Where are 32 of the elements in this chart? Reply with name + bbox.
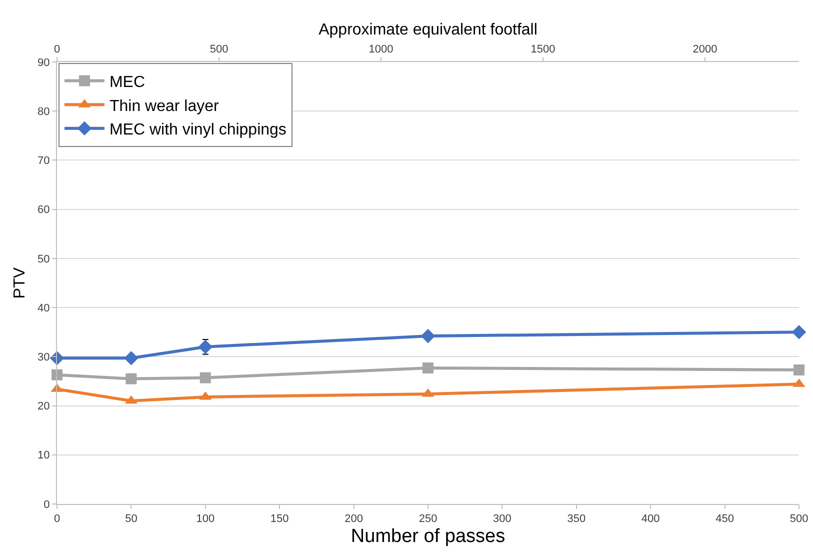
x2-tick-label: 1000 xyxy=(368,44,394,56)
x2-tick-label: 500 xyxy=(210,44,228,56)
legend-label: Thin wear layer xyxy=(109,98,220,115)
y-tick-label: 50 xyxy=(38,253,50,266)
x-tick-label: 300 xyxy=(493,513,512,526)
y-tick-label: 70 xyxy=(38,155,50,168)
x-tick-label: 200 xyxy=(344,513,363,526)
y-tick-label: 60 xyxy=(38,204,50,216)
y-tick-label: 90 xyxy=(38,56,50,69)
x-tick-label: 350 xyxy=(567,513,586,526)
y-tick-label: 30 xyxy=(38,352,50,364)
x-tick-label: 50 xyxy=(125,513,138,526)
x2-tick-label: 2000 xyxy=(692,44,718,56)
y-tick-label: 10 xyxy=(38,450,50,462)
x2-axis-title: Approximate equivalent footfall xyxy=(318,22,538,38)
y-tick-label: 0 xyxy=(44,498,50,511)
x-tick-label: 100 xyxy=(196,513,215,526)
y-axis-title: PTV xyxy=(11,267,28,299)
legend-label: MEC with vinyl chippings xyxy=(109,122,286,139)
x-tick-label: 250 xyxy=(418,513,438,526)
x2-tick-label: 1500 xyxy=(530,44,556,56)
x-tick-label: 400 xyxy=(641,513,660,526)
legend-label: MEC xyxy=(109,74,146,92)
x-tick-label: 500 xyxy=(790,513,808,526)
y-tick-label: 80 xyxy=(38,106,50,118)
y-tick-label: 20 xyxy=(38,400,50,413)
x-tick-label: 150 xyxy=(270,513,289,526)
x2-tick-label: 0 xyxy=(54,44,60,56)
x-tick-label: 450 xyxy=(716,513,734,526)
x-tick-label: 0 xyxy=(54,513,60,526)
y-tick-label: 40 xyxy=(38,302,50,314)
x-axis-title: Number of passes xyxy=(350,526,506,547)
